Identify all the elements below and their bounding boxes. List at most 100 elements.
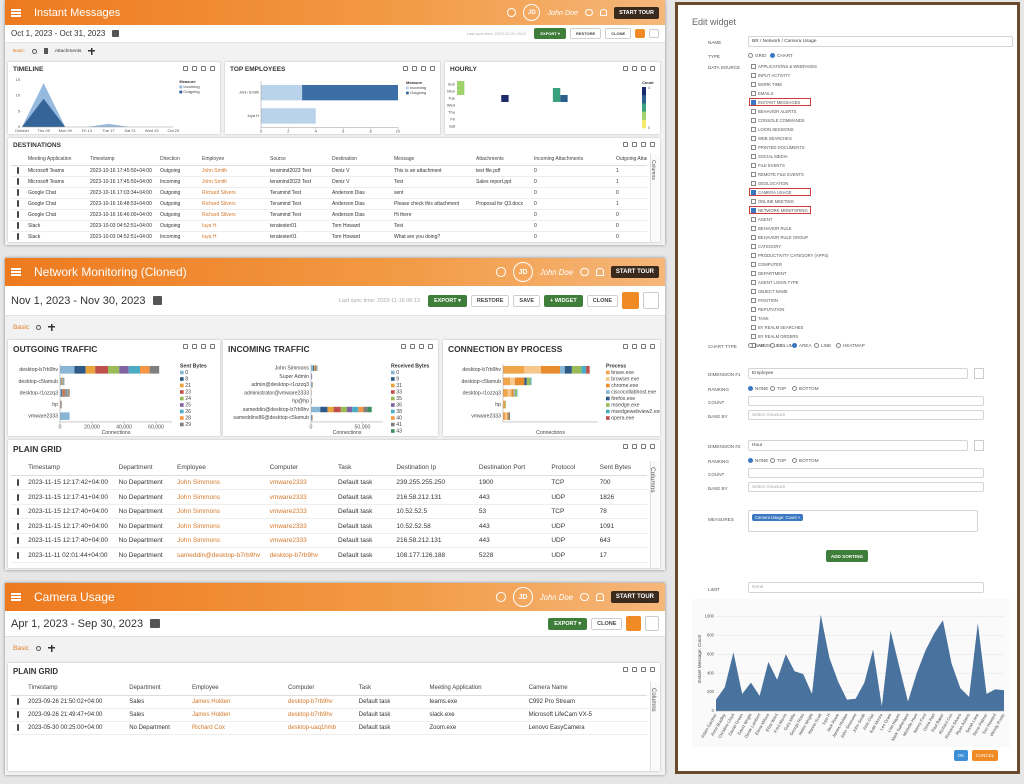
radio[interactable] [770,53,775,58]
widget-icon[interactable] [623,142,628,147]
menu-icon[interactable] [11,8,21,17]
filter-button[interactable] [642,292,659,309]
column-header[interactable]: Source [267,154,329,166]
checkbox[interactable] [751,298,756,303]
menu-icon[interactable] [11,268,21,276]
column-header[interactable]: Meeting Application [426,682,526,696]
dimension-select[interactable]: Employee [748,368,968,379]
checkbox[interactable] [751,325,756,330]
date-range[interactable]: Apr 1, 2023 - Sep 30, 2023 [11,617,144,630]
row-menu[interactable] [11,198,25,210]
checkbox[interactable] [751,262,756,267]
row-menu[interactable] [11,695,26,709]
cancel-button[interactable]: CANCEL [972,750,998,761]
start-tour-button[interactable]: START TOUR [610,591,659,603]
checkbox[interactable] [751,289,756,294]
widget-icon[interactable] [210,344,215,349]
tab-delete-icon[interactable] [43,48,48,54]
column-header[interactable]: Timestamp [25,682,127,696]
widget-icon[interactable] [428,344,433,349]
tab-settings-icon[interactable] [36,645,42,651]
row-menu[interactable] [11,489,26,505]
dimension-select[interactable]: Hour [748,440,968,451]
row-menu[interactable] [11,708,26,722]
checkbox[interactable] [751,316,756,321]
row-menu[interactable] [11,220,25,232]
toolbar-button[interactable]: + WIDGET [544,294,583,307]
edit-button[interactable] [635,28,646,39]
filter-button[interactable] [644,616,659,631]
notification-icon[interactable] [599,8,608,17]
checkbox[interactable] [751,118,756,123]
widget-icon[interactable] [410,344,415,349]
radio[interactable] [770,343,775,348]
widget-icon[interactable] [641,344,646,349]
notification-icon[interactable] [595,267,604,277]
column-header[interactable]: Direction [157,154,199,166]
column-header[interactable]: Sent Bytes [596,460,647,476]
checkbox[interactable] [751,226,756,231]
edit-button[interactable] [626,616,641,631]
radio[interactable] [770,458,775,463]
widget-icon[interactable] [632,667,637,672]
radio[interactable] [836,343,841,348]
column-header[interactable]: Computer [266,460,335,476]
column-header[interactable]: Employee [174,460,267,476]
checkbox[interactable] [751,217,756,222]
radio[interactable] [748,343,753,348]
widget-icon[interactable] [641,444,646,449]
column-header[interactable]: Destination Port [475,460,549,476]
limit-input[interactable]: None [748,582,984,593]
column-header[interactable]: Timestamp [87,154,157,166]
tab-settings-icon[interactable] [31,48,37,54]
base-by-select[interactable]: Select measure [748,410,984,420]
widget-icon[interactable] [210,66,215,71]
column-header[interactable]: Destination [329,154,391,166]
widget-icon[interactable] [623,667,628,672]
search-icon[interactable] [496,267,507,277]
radio[interactable] [792,458,797,463]
start-tour-button[interactable]: START TOUR [614,6,659,19]
checkbox[interactable] [751,145,756,150]
widget-icon[interactable] [650,444,655,449]
widget-icon[interactable] [641,142,646,147]
checkbox[interactable] [751,73,756,78]
widget-icon[interactable] [192,66,197,71]
settings-icon[interactable] [585,8,593,17]
radio[interactable] [748,53,753,58]
checkbox[interactable] [751,244,756,249]
row-menu[interactable] [11,547,26,563]
column-header[interactable]: Camera Name [525,682,647,696]
tab[interactable]: Attachments [54,48,82,54]
toolbar-button[interactable]: CLONE [605,28,632,39]
settings-icon[interactable] [580,267,589,277]
row-menu[interactable] [11,231,25,242]
tab[interactable]: Basic [13,323,30,331]
checkbox[interactable] [751,91,756,96]
widget-icon[interactable] [401,344,406,349]
column-header[interactable]: Outgoing Attachments [613,154,647,166]
column-header[interactable]: Incoming Attachments [531,154,613,166]
count-input[interactable] [748,468,984,478]
widget-icon[interactable] [421,66,426,71]
widget-icon[interactable] [641,667,646,672]
row-menu[interactable] [11,209,25,221]
radio[interactable] [770,386,775,391]
widget-icon[interactable] [623,444,628,449]
calendar-icon[interactable] [112,29,120,38]
column-header[interactable]: Employee [188,682,285,696]
measures-box[interactable]: Camera Usage: Count × [748,510,978,532]
row-menu[interactable] [11,504,26,520]
column-header[interactable]: Destination Ip [393,460,476,476]
column-header[interactable]: Attachments [473,154,531,166]
add-tab[interactable] [88,47,96,55]
add-sorting-button[interactable]: ADD SORTING [826,550,868,562]
column-header[interactable]: Message [391,154,473,166]
checkbox[interactable] [751,253,756,258]
toolbar-button[interactable]: CLONE [586,294,618,307]
widget-icon[interactable] [641,66,646,71]
radio[interactable] [792,343,797,348]
column-header[interactable]: Timestamp [25,460,116,476]
checkbox[interactable] [751,136,756,141]
column-header[interactable]: Department [115,460,174,476]
